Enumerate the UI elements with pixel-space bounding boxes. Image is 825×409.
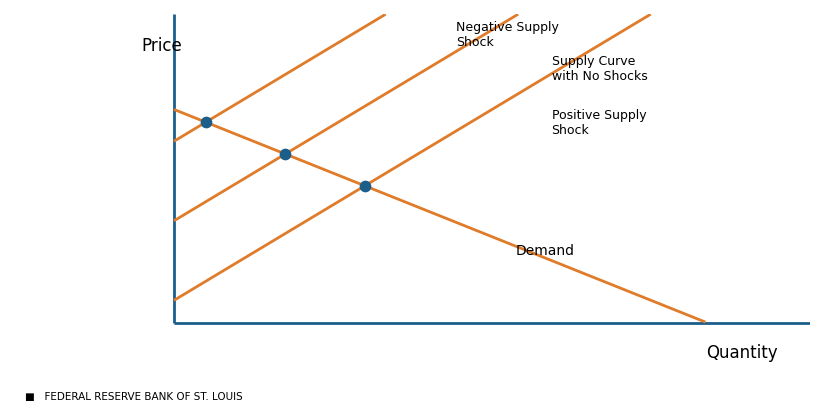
Text: Positive Supply
Shock: Positive Supply Shock (552, 108, 646, 137)
Text: Quantity: Quantity (706, 344, 778, 362)
Text: Negative Supply
Shock: Negative Supply Shock (456, 21, 559, 49)
Point (358, 183, 371, 190)
Text: Price: Price (142, 37, 182, 55)
Text: Supply Curve
with No Shocks: Supply Curve with No Shocks (552, 55, 648, 83)
Text: Demand: Demand (516, 243, 575, 257)
Text: ■   FEDERAL RESERVE BANK OF ST. LOUIS: ■ FEDERAL RESERVE BANK OF ST. LOUIS (25, 391, 243, 401)
Point (279, 151, 292, 158)
Point (199, 119, 212, 126)
